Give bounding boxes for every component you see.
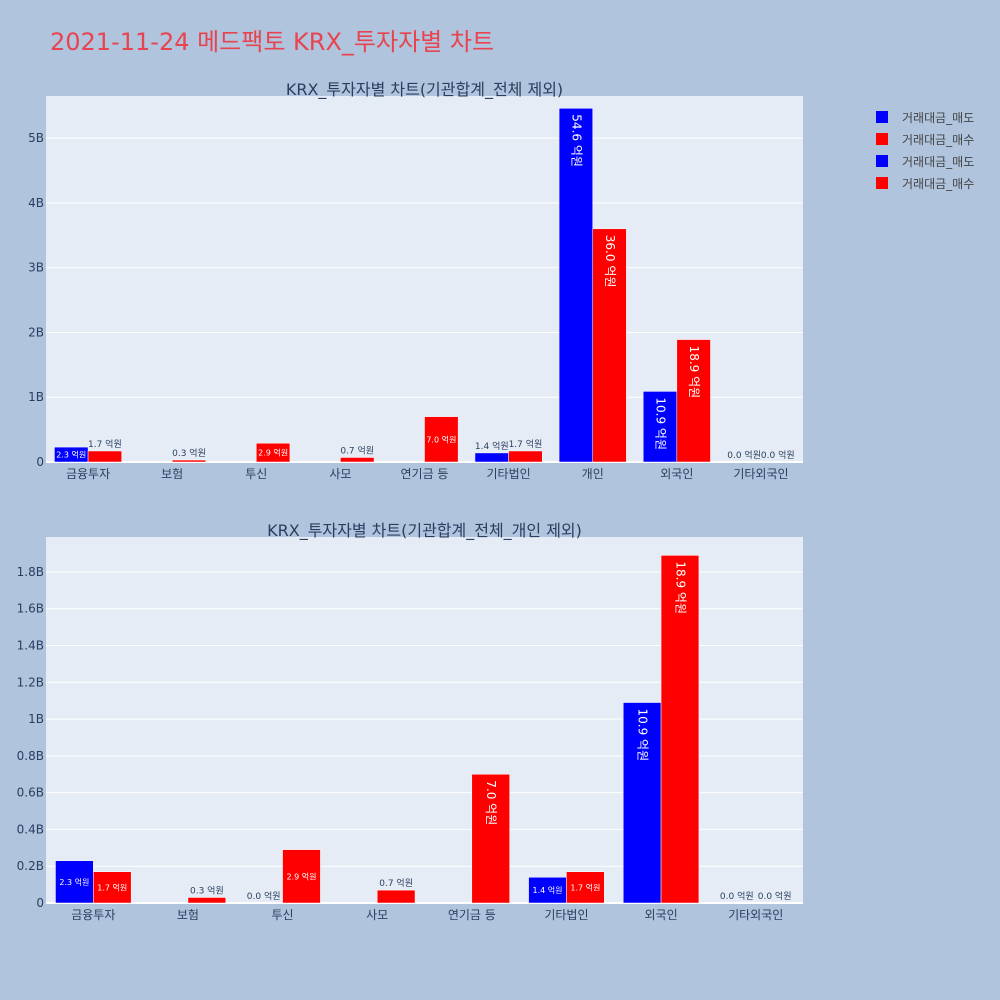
data-label: 0.3 억원 — [172, 447, 206, 459]
legend-item-buy[interactable]: 거래대금_매수 — [876, 172, 974, 194]
bar-buy — [93, 871, 132, 904]
data-label: 18.9 억원 — [673, 561, 687, 614]
legend-item-sell[interactable]: 거래대금_매도 — [876, 106, 974, 128]
legend-swatch-buy — [876, 133, 888, 145]
data-label: 0.3 억원 — [190, 884, 224, 896]
data-label: 36.0 억원 — [603, 235, 617, 288]
legend-item-buy[interactable]: 거래대금_매수 — [876, 128, 974, 150]
data-label: 0.7 억원 — [340, 444, 374, 456]
bar-buy — [282, 849, 321, 904]
y-tick-label: 1.2B — [17, 675, 44, 689]
data-label: 1.7 억원 — [509, 438, 543, 450]
data-label: 2.3 억원 — [56, 450, 86, 460]
data-label: 10.9 억원 — [654, 397, 668, 450]
bar-buy — [566, 871, 605, 904]
data-label: 0.0 억원 — [720, 890, 754, 902]
legend-swatch-buy — [876, 177, 888, 189]
x-tick-label: 보험 — [177, 908, 199, 922]
x-tick-label: 기타외국인 — [733, 467, 788, 481]
y-tick-label: 4B — [28, 196, 44, 210]
y-tick-label: 2B — [28, 325, 44, 339]
bar-buy — [676, 339, 711, 463]
data-label: 1.7 억원 — [88, 438, 122, 450]
x-tick-label: 개인 — [582, 467, 604, 481]
y-tick-label: 0.6B — [17, 786, 44, 800]
x-tick-label: 사모 — [329, 467, 351, 481]
x-tick-label: 투신 — [245, 467, 267, 481]
bar-buy — [592, 228, 627, 463]
data-label: 0.0 억원 — [758, 890, 792, 902]
x-tick-label: 외국인 — [660, 467, 693, 481]
x-tick-label: 외국인 — [645, 908, 678, 922]
x-tick-label: 기타법인 — [487, 467, 531, 481]
y-tick-label: 1.4B — [17, 639, 44, 653]
y-tick-label: 1B — [28, 390, 44, 404]
y-tick-label: 0.2B — [17, 859, 44, 873]
bar-buy — [471, 774, 510, 904]
data-label: 1.7 억원 — [97, 882, 127, 892]
data-label: 0.7 억원 — [379, 877, 413, 889]
data-label: 1.7 억원 — [570, 882, 600, 892]
bar-sell — [528, 877, 567, 904]
y-tick-label: 1B — [28, 712, 44, 726]
bar-buy — [340, 457, 375, 463]
bar-buy — [87, 450, 122, 463]
x-tick-label: 기타외국인 — [728, 908, 783, 922]
bar-sell — [642, 391, 678, 463]
data-label: 0.0 억원 — [247, 890, 281, 902]
bar-buy — [376, 889, 416, 904]
bar-buy — [187, 897, 227, 904]
x-tick-label: 연기금 등 — [448, 908, 496, 922]
legend-item-sell[interactable]: 거래대금_매도 — [876, 150, 974, 172]
x-tick-label: 연기금 등 — [401, 467, 449, 481]
bar-buy — [660, 555, 700, 904]
data-label: 2.3 억원 — [59, 877, 89, 887]
x-tick-label: 사모 — [366, 908, 388, 922]
bar-buy — [508, 450, 543, 463]
y-tick-label: 0 — [36, 896, 44, 910]
x-tick-label: 보험 — [161, 467, 183, 481]
chart-title: KRX_투자자별 차트(기관합계_전체 제외) — [286, 80, 563, 100]
data-label: 54.6 억원 — [569, 114, 583, 167]
page-title: 2021-11-24 메드팩토 KRX_투자자별 차트 — [50, 28, 495, 56]
bar-sell — [558, 108, 593, 463]
data-label: 2.9 억원 — [286, 871, 316, 881]
data-label: 1.4 억원 — [533, 885, 563, 895]
legend-label: 거래대금_매도 — [902, 110, 975, 125]
data-label: 2.9 억원 — [258, 448, 288, 458]
x-tick-label: 투신 — [272, 908, 294, 922]
data-label: 7.0 억원 — [484, 780, 498, 825]
legend: 거래대금_매도 거래대금_매수 거래대금_매도 거래대금_매수 — [876, 106, 974, 194]
legend-swatch-sell — [876, 155, 888, 167]
legend-label: 거래대금_매수 — [902, 132, 975, 147]
x-tick-label: 금융투자 — [66, 467, 110, 481]
bar-buy — [424, 416, 459, 463]
legend-label: 거래대금_매수 — [902, 176, 975, 191]
y-tick-label: 0.4B — [17, 822, 44, 836]
legend-swatch-sell — [876, 111, 888, 123]
y-tick-label: 1.6B — [17, 602, 44, 616]
bar-buy — [171, 459, 207, 463]
chart-title: KRX_투자자별 차트(기관합계_전체_개인 제외) — [267, 521, 582, 541]
y-tick-label: 0.8B — [17, 749, 44, 763]
y-tick-label: 0 — [36, 455, 44, 469]
x-tick-label: 금융투자 — [71, 908, 115, 922]
y-tick-label: 3B — [28, 261, 44, 275]
data-label: 18.9 억원 — [687, 346, 701, 399]
y-tick-label: 5B — [28, 131, 44, 145]
data-label: 0.0 억원 — [761, 449, 795, 461]
legend-label: 거래대금_매도 — [902, 154, 975, 169]
data-label: 10.9 억원 — [636, 709, 650, 762]
data-label: 1.4 억원 — [475, 440, 509, 452]
y-tick-label: 1.8B — [17, 565, 44, 579]
data-label: 0.0 억원 — [727, 449, 761, 461]
x-tick-label: 기타법인 — [544, 908, 588, 922]
bar-buy — [256, 442, 291, 463]
data-label: 7.0 억원 — [426, 434, 456, 444]
